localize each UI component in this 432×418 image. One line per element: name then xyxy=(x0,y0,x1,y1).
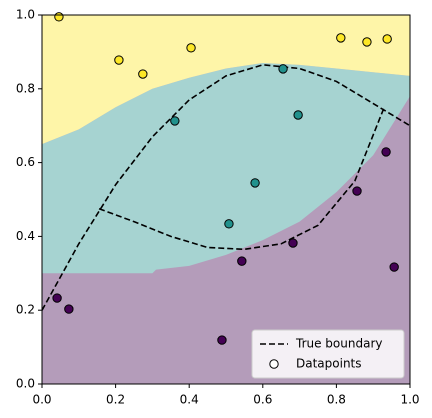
datapoint xyxy=(64,304,74,314)
datapoint xyxy=(362,37,372,47)
y-tick-label: 0.6 xyxy=(16,155,35,169)
datapoint xyxy=(217,335,227,345)
datapoint xyxy=(54,12,64,22)
region-above xyxy=(42,15,410,145)
datapoint xyxy=(52,293,62,303)
x-tick-label: 1.0 xyxy=(400,393,419,407)
datapoint xyxy=(382,34,392,44)
legend-marker xyxy=(269,359,279,369)
y-tick-label: 0.2 xyxy=(16,303,35,317)
datapoint xyxy=(336,33,346,43)
y-tick-label: 0.0 xyxy=(16,377,35,391)
datapoint xyxy=(114,55,124,65)
x-tick-label: 0.8 xyxy=(327,393,346,407)
datapoint xyxy=(170,116,180,126)
x-tick-label: 0.4 xyxy=(180,393,199,407)
datapoint xyxy=(293,110,303,120)
legend-label: True boundary xyxy=(295,337,382,351)
legend-box xyxy=(251,329,405,379)
datapoint xyxy=(138,69,148,79)
y-tick-label: 1.0 xyxy=(16,8,35,22)
datapoint xyxy=(352,186,362,196)
x-tick-label: 0.0 xyxy=(32,393,51,407)
datapoint xyxy=(381,147,391,157)
datapoint xyxy=(389,262,399,272)
x-tick-label: 0.2 xyxy=(106,393,125,407)
plot-frame xyxy=(41,14,411,385)
datapoint xyxy=(288,238,298,248)
datapoint xyxy=(186,43,196,53)
datapoint xyxy=(224,219,234,229)
region-middle xyxy=(42,62,410,274)
y-tick-label: 0.4 xyxy=(16,229,35,243)
legend-label: Datapoints xyxy=(296,357,362,371)
datapoint xyxy=(250,178,260,188)
datapoint xyxy=(237,256,247,266)
y-tick-label: 0.8 xyxy=(16,81,35,95)
true-boundary xyxy=(41,64,411,311)
x-tick-label: 0.6 xyxy=(253,393,272,407)
datapoint xyxy=(278,64,288,74)
